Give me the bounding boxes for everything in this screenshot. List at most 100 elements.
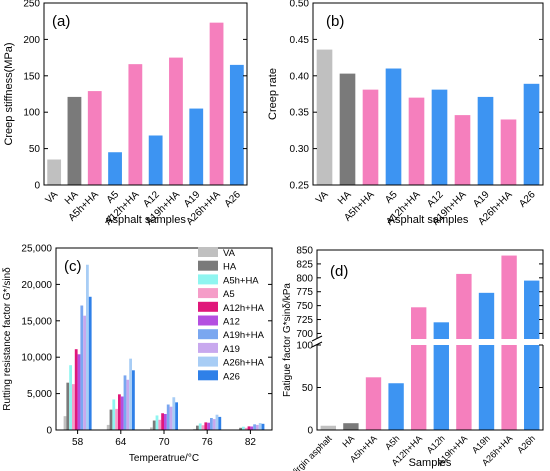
bar-c-A12h+HA-58 [74, 349, 78, 430]
bar-c-HA-58 [66, 382, 70, 430]
bar-a-A19 [189, 108, 204, 185]
xtick-label-d: Virgin asphalt [288, 433, 334, 471]
legend-label-c: A12h+HA [223, 303, 265, 314]
legend-swatch-c [198, 274, 218, 285]
c-ytick-label: 10,000 [21, 353, 52, 364]
legend-label-c: A26 [223, 371, 240, 382]
bar-b-A19h+HA [454, 115, 471, 185]
bar-c-A19h+HA-82 [253, 424, 256, 430]
bar-a-A12 [148, 135, 163, 185]
bar-c-VA-64 [106, 424, 110, 430]
bar-a-A12h+HA [128, 64, 143, 185]
legend-swatch-c [198, 315, 218, 326]
c-ytick-label: 20,000 [21, 280, 52, 291]
legend-label-c: A5h+HA [223, 275, 259, 286]
xtick-label-d: A26h [515, 433, 537, 455]
bar-d-lower-A19h [478, 345, 495, 430]
xtick-label-c: 76 [202, 437, 214, 448]
ylabel-c: Rutting resistance factor G*/sinδ [2, 267, 13, 411]
b-ytick-label: 0.40 [290, 71, 310, 82]
axes-frame-a [43, 2, 248, 186]
bar-c-HA-70 [152, 420, 156, 430]
xtick-label-c: 58 [72, 437, 84, 448]
bar-c-A26h+HA-70 [172, 397, 176, 430]
c-ytick-label: 0 [46, 426, 52, 437]
bar-d-A5h+HA [365, 377, 382, 430]
bar-c-A19-82 [256, 424, 259, 430]
bar-c-A19-76 [212, 419, 216, 430]
bar-d-lower-A12h+HA [411, 345, 427, 430]
bar-c-A5h+HA-70 [155, 415, 159, 430]
legend-label-c: A5 [223, 289, 235, 300]
bar-d-HA [343, 423, 359, 430]
a-ytick-label: 0 [34, 181, 40, 192]
panel-b-label: (b) [326, 13, 344, 30]
bar-d-A5h [388, 383, 404, 430]
xtick-label-b: A5 [383, 189, 400, 206]
bar-c-A12h+HA-70 [161, 413, 164, 430]
xtick-label-a: A26 [223, 189, 244, 210]
bar-c-A5-82 [244, 427, 248, 430]
bar-c-A12h+HA-76 [204, 422, 208, 430]
bar-d-lower-A26h+HA [501, 345, 517, 430]
b-ytick-label: 0.35 [290, 108, 310, 119]
bar-d-A26h [524, 280, 540, 339]
xtick-label-c: 70 [158, 437, 170, 448]
axes-frame-b [312, 2, 544, 186]
xtick-label-b: A26 [517, 189, 538, 210]
panel-d-label: (d) [330, 263, 348, 280]
bar-d-lower-A12h [433, 345, 449, 430]
legend-swatch-c [198, 247, 218, 257]
c-ytick-label: 25,000 [21, 244, 52, 255]
bar-c-A26-82 [261, 423, 265, 430]
b-ytick-label: 0.50 [290, 0, 310, 10]
bar-c-A5-64 [115, 408, 118, 430]
bar-c-A5-70 [158, 419, 162, 430]
d-lower-ytick-label: 50 [302, 383, 314, 394]
bar-c-A26-76 [218, 416, 222, 430]
bar-c-A5h+HA-58 [69, 365, 72, 430]
a-ytick-label: 100 [23, 108, 40, 119]
bar-c-A26h+HA-76 [215, 414, 219, 430]
d-upper-ytick-label: 750 [296, 301, 313, 312]
xtick-label-c: 64 [115, 437, 127, 448]
bar-b-A26h+HA [500, 119, 517, 185]
legend-swatch-c [198, 260, 218, 271]
panel-a-label: (a) [52, 13, 70, 30]
bar-d-Virgin asphalt [320, 425, 336, 430]
bar-a-A5 [108, 152, 122, 185]
panel-c-label: (c) [64, 258, 82, 275]
bar-c-A12h+HA-64 [118, 394, 121, 430]
xlabel-c: Temperatrue/°C [129, 453, 199, 464]
d-lower-ytick-label: 0 [307, 426, 313, 437]
d-lower-ytick-label: 100 [296, 341, 313, 352]
xtick-label-b: VA [314, 189, 331, 206]
bar-b-VA [316, 49, 333, 186]
legend-swatch-c [198, 329, 218, 340]
axis-break-mark-d [311, 335, 323, 342]
legend-swatch-c [198, 342, 218, 353]
bar-b-A12 [431, 89, 448, 185]
legend-label-c: A12 [223, 317, 240, 328]
bar-d-lower-A26h [524, 345, 540, 430]
legend-swatch-c [198, 301, 218, 312]
bar-b-HA [339, 73, 356, 185]
bar-c-A12h+HA-82 [247, 426, 251, 430]
bar-c-VA-76 [193, 428, 196, 430]
xtick-label-d: HA [340, 433, 356, 449]
xlabel-a: Asphalt samples [105, 214, 186, 226]
a-ytick-label: 200 [23, 35, 40, 46]
legend-swatch-c [198, 288, 218, 299]
d-upper-ytick-label: 700 [296, 329, 313, 340]
bar-d-A12h+HA [411, 307, 427, 339]
bar-b-A19 [477, 96, 494, 185]
ylabel-a: Creep stiffness(MPa) [3, 42, 15, 145]
bar-a-A19h+HA [169, 57, 183, 185]
bar-d-A26h+HA [501, 255, 517, 339]
b-ytick-label: 0.45 [290, 35, 310, 46]
bar-c-A12-82 [250, 426, 254, 430]
a-ytick-label: 150 [23, 71, 40, 82]
legend-label-c: VA [223, 248, 236, 259]
bar-c-A26-58 [88, 296, 92, 430]
